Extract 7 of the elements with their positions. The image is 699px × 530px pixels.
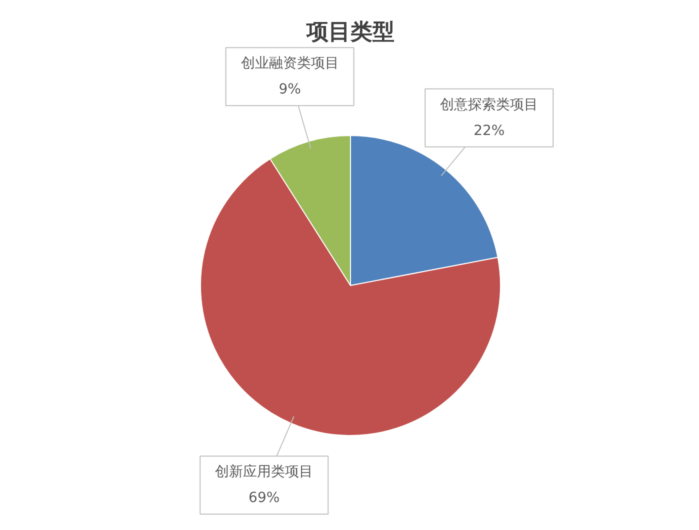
chart-title: 项目类型 [306,20,394,45]
slice-label: 创意探索类项目 [440,96,538,113]
slice-label: 创业融资类项目 [240,56,339,72]
slice-label: 创新应用类项目 [215,464,314,480]
data-label: 69% [248,490,280,506]
data-label: 22% [474,122,505,139]
data-label: 9% [278,82,301,98]
